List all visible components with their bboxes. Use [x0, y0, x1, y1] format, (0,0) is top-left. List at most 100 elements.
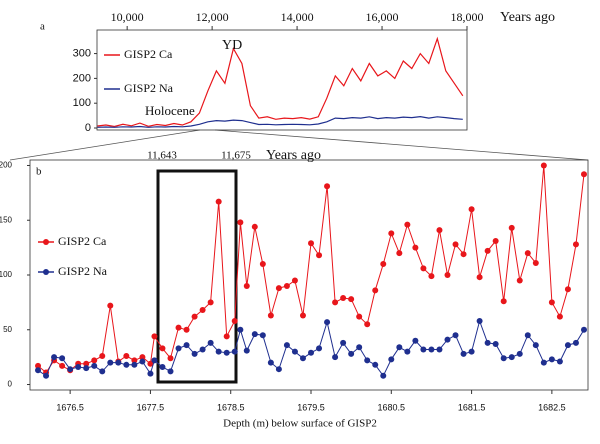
- y-tick-label: 200: [73, 72, 91, 84]
- legend-label: GISP2 Na: [124, 81, 174, 95]
- point: [131, 361, 138, 368]
- x-tick-label: 12,000: [196, 10, 229, 24]
- point: [396, 250, 403, 257]
- point: [175, 345, 182, 352]
- point: [508, 224, 515, 231]
- point: [283, 342, 290, 349]
- x-tick-label: 1680.5: [378, 402, 406, 412]
- point: [267, 312, 274, 319]
- point: [516, 350, 523, 357]
- y-tick-label: 0: [8, 380, 13, 389]
- point: [299, 355, 306, 362]
- point: [59, 362, 66, 369]
- legend-label: GISP2 Ca: [124, 47, 173, 61]
- point: [251, 331, 258, 338]
- y-tick-label: 50: [3, 325, 12, 334]
- point: [500, 298, 507, 305]
- point: [412, 337, 419, 344]
- point: [159, 364, 166, 370]
- point: [460, 350, 467, 357]
- point: [316, 252, 323, 259]
- highlight-box: [156, 169, 238, 384]
- point: [436, 227, 443, 234]
- point: [540, 359, 547, 366]
- series-line: [97, 115, 463, 128]
- point: [316, 345, 323, 352]
- point: [107, 359, 114, 366]
- connector: [9, 129, 201, 161]
- point: [231, 348, 238, 355]
- point: [183, 342, 190, 349]
- panel-label: a: [40, 21, 45, 33]
- legend-label: GISP2 Na: [58, 264, 108, 278]
- point: [75, 364, 82, 370]
- point: [199, 346, 206, 353]
- x-tick-label: 1679.5: [297, 402, 325, 412]
- point: [215, 348, 222, 355]
- point: [191, 350, 198, 357]
- point: [151, 333, 158, 340]
- point: [243, 282, 250, 289]
- point: [199, 307, 206, 314]
- point: [476, 274, 483, 281]
- point: [139, 358, 146, 365]
- point: [275, 366, 282, 373]
- point: [223, 333, 230, 340]
- point: [123, 353, 130, 360]
- point: [191, 313, 198, 320]
- point: [223, 349, 230, 356]
- point: [572, 241, 579, 248]
- point: [207, 299, 214, 306]
- x-tick-label: 16,000: [366, 10, 399, 24]
- point: [484, 247, 491, 254]
- point: [283, 282, 290, 289]
- point: [291, 348, 298, 355]
- point: [484, 339, 491, 346]
- point: [183, 326, 190, 333]
- point: [91, 357, 98, 364]
- point: [348, 296, 355, 303]
- point: [151, 357, 158, 364]
- point: [380, 372, 387, 379]
- point: [404, 348, 411, 355]
- point: [580, 326, 587, 333]
- point: [147, 370, 154, 377]
- point: [436, 346, 443, 353]
- point: [59, 355, 66, 362]
- point: [356, 313, 363, 320]
- x-tick-label: 1681.5: [458, 402, 486, 412]
- x-tick-label: 14,000: [281, 10, 314, 24]
- point: [83, 360, 90, 367]
- point: [340, 339, 347, 346]
- panel-label: b: [36, 166, 42, 178]
- legend-label: GISP2 Ca: [58, 234, 107, 248]
- point: [123, 361, 130, 368]
- point: [275, 285, 282, 292]
- point: [556, 313, 563, 320]
- y-tick-label: 200: [0, 161, 13, 170]
- plot-frame: [96, 29, 468, 131]
- point: [139, 354, 146, 361]
- point: [291, 277, 298, 284]
- point: [332, 299, 339, 306]
- point: [237, 326, 244, 333]
- top-label: 11,643: [147, 150, 177, 162]
- point: [548, 356, 555, 363]
- top-label: Years ago: [266, 148, 321, 163]
- y-tick-label: 300: [73, 47, 91, 59]
- point: [131, 357, 138, 364]
- point: [388, 356, 395, 363]
- point: [372, 287, 379, 294]
- x-tick-label: 1677.5: [137, 402, 165, 412]
- annotation: YD: [222, 38, 242, 53]
- point: [237, 219, 244, 226]
- point: [83, 365, 90, 372]
- point: [492, 341, 499, 347]
- point: [167, 355, 174, 362]
- legend-marker: [43, 269, 49, 275]
- point: [404, 221, 411, 228]
- point: [420, 265, 427, 272]
- point: [308, 240, 315, 247]
- point: [532, 259, 539, 266]
